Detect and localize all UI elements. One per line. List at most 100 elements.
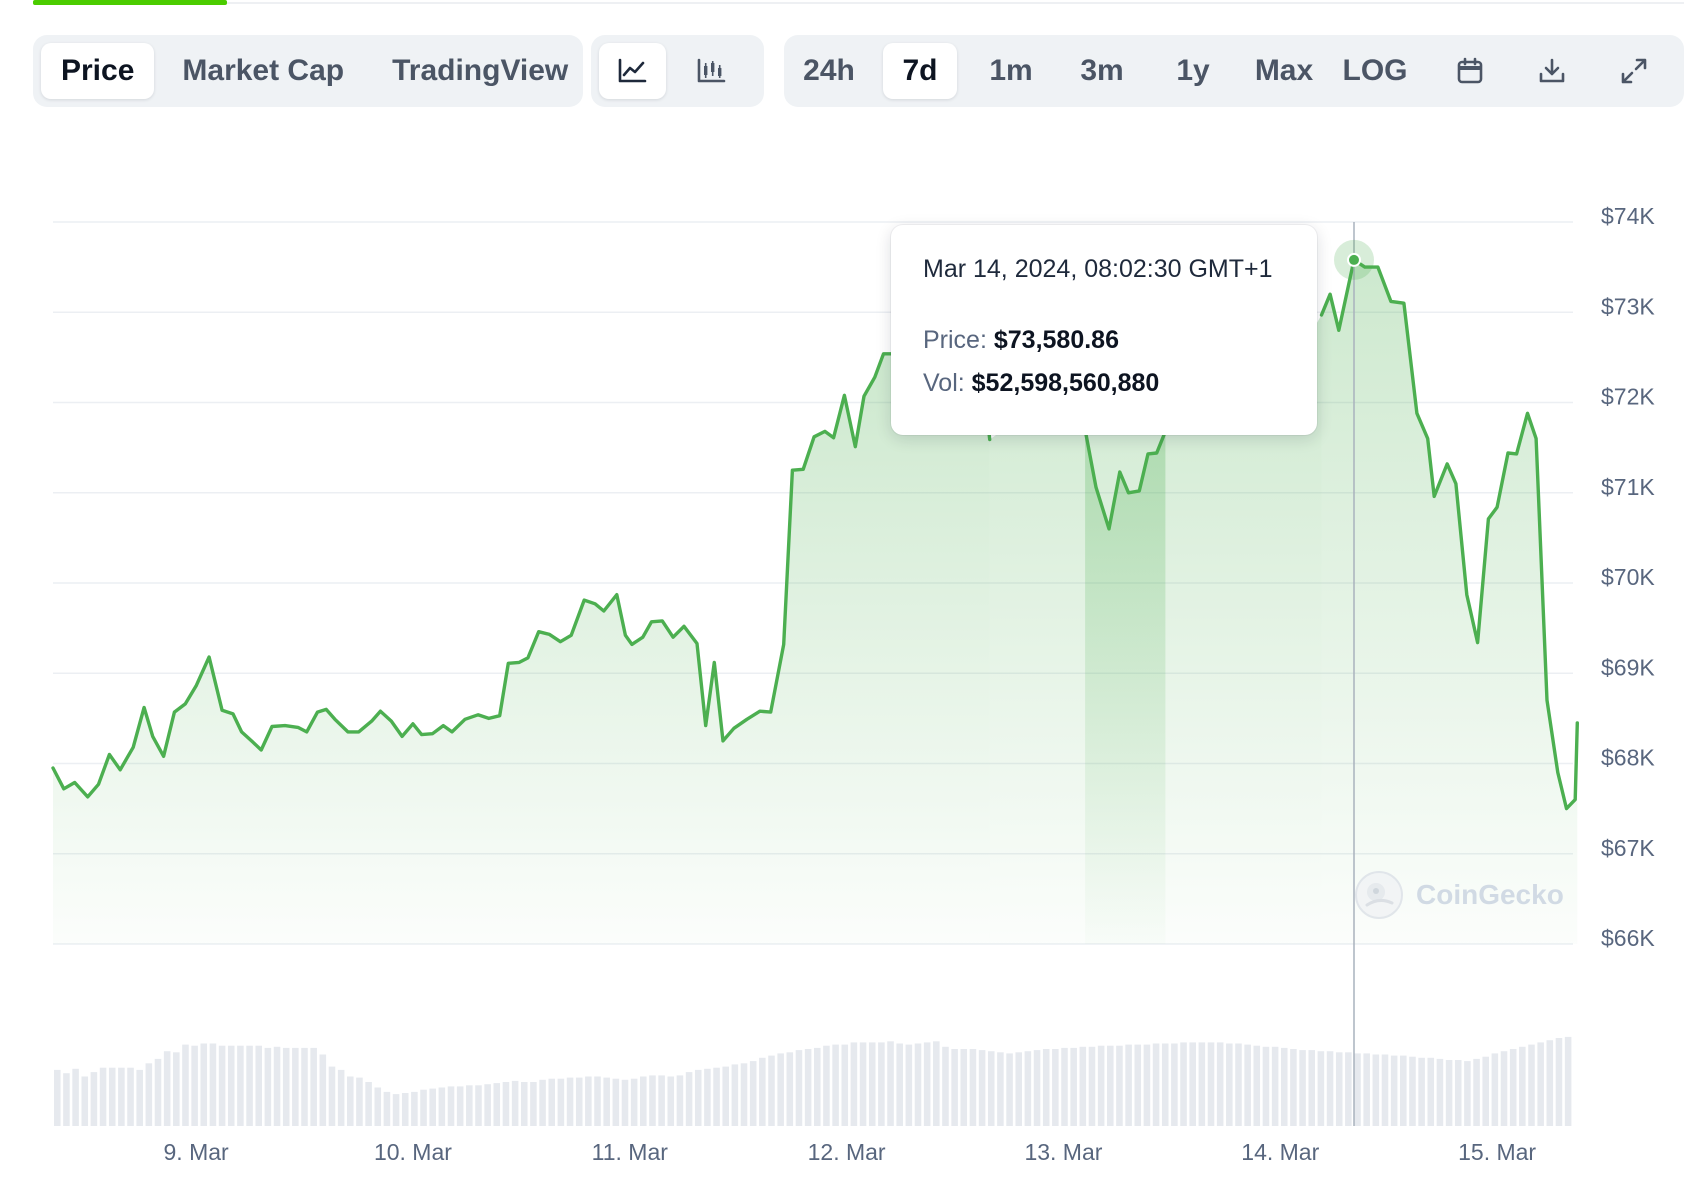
volume-bar bbox=[1354, 1053, 1361, 1126]
volume-bar bbox=[328, 1066, 336, 1126]
volume-bar bbox=[1180, 1042, 1187, 1126]
volume-bar bbox=[850, 1042, 858, 1126]
volume-bar bbox=[786, 1052, 794, 1126]
volume-bar bbox=[347, 1076, 354, 1126]
volume-bar bbox=[99, 1067, 107, 1126]
volume-bar bbox=[868, 1042, 876, 1126]
volume-bar bbox=[759, 1057, 766, 1126]
volume-bar bbox=[814, 1047, 821, 1126]
volume-bar bbox=[1427, 1057, 1435, 1126]
y-tick-label: $73K bbox=[1601, 293, 1655, 319]
volume-bar bbox=[1564, 1036, 1572, 1126]
volume-bar bbox=[1418, 1057, 1425, 1126]
volume-bar bbox=[1345, 1052, 1352, 1126]
range-1m[interactable]: 1m bbox=[989, 54, 1033, 87]
volume-bar bbox=[923, 1042, 931, 1126]
volume-bar bbox=[1500, 1051, 1508, 1126]
tab-tradingview[interactable]: TradingView bbox=[392, 54, 569, 87]
x-tick-label: 14. Mar bbox=[1241, 1139, 1319, 1165]
volume-bar bbox=[72, 1068, 79, 1126]
volume-bar bbox=[1409, 1056, 1416, 1126]
view-tab-group: Price Market Cap TradingView bbox=[33, 35, 583, 107]
volume-bar bbox=[1262, 1046, 1270, 1126]
volume-bar bbox=[484, 1084, 491, 1126]
volume-bar bbox=[1308, 1050, 1316, 1126]
price-line-segment bbox=[51, 352, 992, 799]
volume-bar bbox=[63, 1073, 70, 1126]
volume-bar bbox=[1299, 1050, 1306, 1126]
x-tick-label: 10. Mar bbox=[374, 1139, 452, 1165]
volume-bar bbox=[960, 1049, 968, 1126]
volume-bar bbox=[1143, 1044, 1151, 1126]
volume-bar bbox=[81, 1076, 89, 1126]
volume-bar bbox=[841, 1044, 849, 1126]
volume-bar bbox=[401, 1093, 409, 1126]
volume-bar bbox=[154, 1058, 162, 1126]
range-max[interactable]: Max bbox=[1254, 54, 1314, 87]
volume-bar bbox=[530, 1082, 537, 1126]
coingecko-logo-icon bbox=[1355, 871, 1403, 919]
volume-bar bbox=[704, 1068, 711, 1126]
volume-bar bbox=[1372, 1054, 1380, 1126]
volume-bar bbox=[1024, 1051, 1032, 1126]
tab-price[interactable]: Price bbox=[41, 43, 155, 99]
fullscreen-button[interactable] bbox=[1606, 43, 1662, 99]
volume-bar bbox=[1079, 1046, 1087, 1126]
volume-bar bbox=[429, 1088, 436, 1126]
tooltip-price-row: Price: $73,580.86 bbox=[923, 326, 1285, 355]
volume-bar bbox=[255, 1045, 263, 1126]
calendar-icon bbox=[1457, 57, 1483, 84]
volume-bar bbox=[356, 1077, 363, 1126]
download-button[interactable] bbox=[1524, 43, 1580, 99]
tooltip-price-label: Price: bbox=[923, 326, 987, 354]
candlestick-chart-button[interactable] bbox=[678, 43, 745, 99]
coingecko-watermark: CoinGecko bbox=[1354, 870, 1564, 920]
volume-bar bbox=[337, 1069, 345, 1126]
volume-bar bbox=[310, 1047, 317, 1126]
volume-bar bbox=[145, 1063, 153, 1126]
fullscreen-icon bbox=[1621, 58, 1647, 84]
hover-overlay bbox=[1333, 222, 1374, 1126]
volume-bar bbox=[1052, 1049, 1059, 1126]
volume-bar bbox=[127, 1067, 134, 1126]
volume-bar bbox=[548, 1078, 556, 1126]
range-3m[interactable]: 3m bbox=[1080, 54, 1124, 87]
x-tick-label: 9. Mar bbox=[164, 1139, 230, 1165]
log-scale-toggle[interactable]: LOG bbox=[1342, 54, 1408, 87]
line-chart-icon bbox=[618, 58, 647, 83]
y-tick-label: $69K bbox=[1601, 654, 1655, 680]
volume-bar bbox=[1509, 1049, 1517, 1126]
volume-bar bbox=[54, 1069, 61, 1126]
range-1y[interactable]: 1y bbox=[1176, 54, 1210, 87]
y-tick-label: $74K bbox=[1601, 203, 1655, 229]
range-24h[interactable]: 24h bbox=[803, 54, 855, 87]
volume-bar bbox=[1088, 1046, 1096, 1126]
line-chart-button[interactable] bbox=[599, 43, 666, 99]
volume-bar bbox=[1125, 1044, 1132, 1126]
volume-bar bbox=[694, 1069, 702, 1126]
volume-bar bbox=[227, 1045, 235, 1126]
date-range-button[interactable] bbox=[1442, 43, 1498, 99]
volume-bar bbox=[621, 1079, 629, 1126]
volume-bar bbox=[173, 1052, 180, 1126]
volume-bar bbox=[511, 1080, 519, 1126]
volume-bar bbox=[301, 1047, 308, 1126]
volume-bar bbox=[456, 1086, 464, 1126]
range-7d[interactable]: 7d bbox=[883, 43, 957, 99]
y-tick-label: $66K bbox=[1601, 925, 1655, 951]
volume-bar bbox=[1171, 1043, 1178, 1126]
volume-bar bbox=[859, 1042, 867, 1126]
volume-bar bbox=[282, 1047, 290, 1126]
volume-bar bbox=[365, 1082, 372, 1126]
tab-market-cap[interactable]: Market Cap bbox=[182, 54, 345, 87]
volume-bar bbox=[1473, 1058, 1480, 1126]
volume-bar bbox=[1519, 1046, 1526, 1126]
volume-bar bbox=[823, 1045, 830, 1126]
volume-bar bbox=[1280, 1047, 1288, 1126]
volume-bar bbox=[1107, 1045, 1114, 1126]
volume-bar bbox=[612, 1078, 620, 1126]
volume-bar bbox=[1042, 1049, 1050, 1126]
volume-bar bbox=[713, 1067, 720, 1126]
y-tick-label: $68K bbox=[1601, 745, 1655, 771]
tooltip-volume-row: Vol: $52,598,560,880 bbox=[923, 369, 1285, 398]
